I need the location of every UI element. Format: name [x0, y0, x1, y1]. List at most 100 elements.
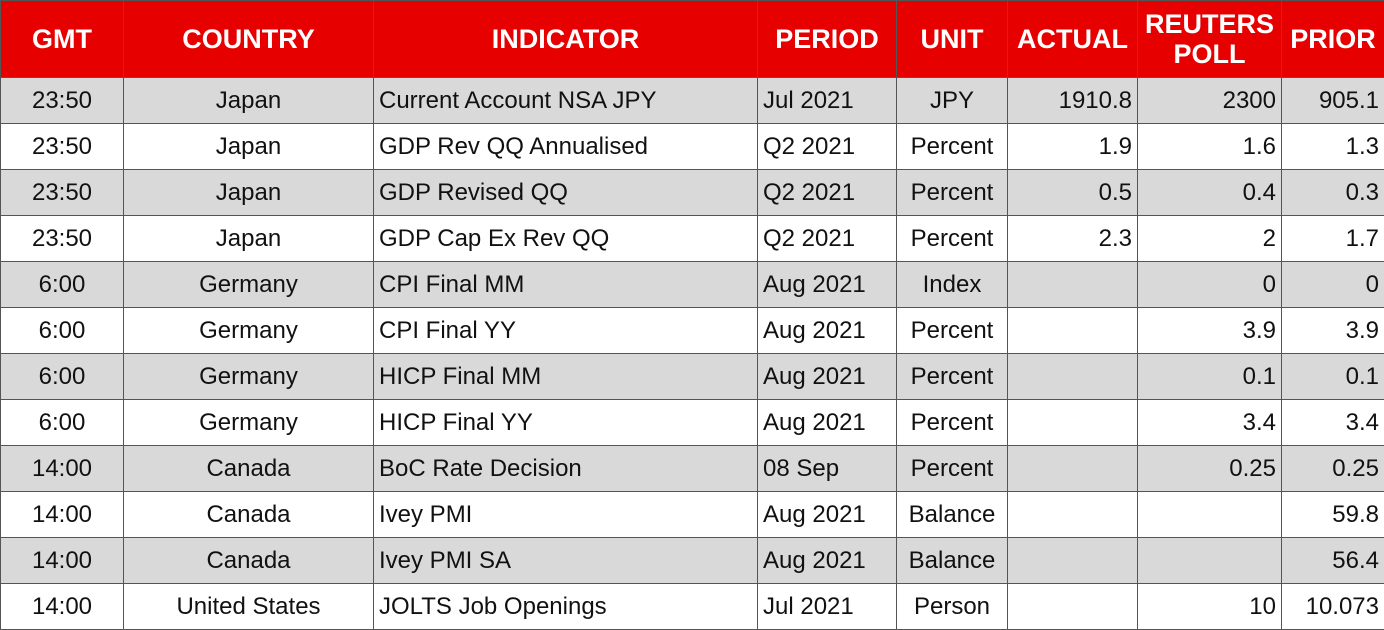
- table-cell: 1.6: [1138, 124, 1282, 170]
- table-cell: Canada: [124, 446, 374, 492]
- table-cell: Percent: [897, 400, 1008, 446]
- table-cell: 0: [1282, 262, 1384, 308]
- table-cell: JPY: [897, 78, 1008, 124]
- table-cell: 10.073: [1282, 584, 1384, 630]
- table-cell: Jul 2021: [758, 584, 897, 630]
- table-cell: GDP Revised QQ: [374, 170, 758, 216]
- table-cell: Japan: [124, 170, 374, 216]
- table-cell: Canada: [124, 492, 374, 538]
- table-cell: Percent: [897, 446, 1008, 492]
- table-cell: Aug 2021: [758, 354, 897, 400]
- column-header: REUTERS POLL: [1138, 1, 1282, 78]
- table-cell: [1008, 538, 1138, 584]
- table-cell: Germany: [124, 308, 374, 354]
- table-cell: Q2 2021: [758, 216, 897, 262]
- column-header: COUNTRY: [124, 1, 374, 78]
- table-cell: HICP Final MM: [374, 354, 758, 400]
- table-cell: [1008, 262, 1138, 308]
- table-cell: 3.4: [1138, 400, 1282, 446]
- table-cell: 14:00: [1, 492, 124, 538]
- table-cell: Aug 2021: [758, 262, 897, 308]
- table-cell: 3.4: [1282, 400, 1384, 446]
- table-cell: 905.1: [1282, 78, 1384, 124]
- table-cell: United States: [124, 584, 374, 630]
- column-header: PRIOR: [1282, 1, 1384, 78]
- table-cell: 08 Sep: [758, 446, 897, 492]
- table-cell: 0.4: [1138, 170, 1282, 216]
- table-cell: 0.5: [1008, 170, 1138, 216]
- column-header: UNIT: [897, 1, 1008, 78]
- table-cell: Balance: [897, 538, 1008, 584]
- table-cell: Person: [897, 584, 1008, 630]
- table-cell: 6:00: [1, 400, 124, 446]
- table-cell: Q2 2021: [758, 170, 897, 216]
- table-cell: 10: [1138, 584, 1282, 630]
- table-cell: [1008, 354, 1138, 400]
- table-cell: HICP Final YY: [374, 400, 758, 446]
- table-cell: 1.3: [1282, 124, 1384, 170]
- table-cell: 1910.8: [1008, 78, 1138, 124]
- table-cell: Aug 2021: [758, 492, 897, 538]
- table-cell: 23:50: [1, 78, 124, 124]
- table-cell: BoC Rate Decision: [374, 446, 758, 492]
- table-cell: 23:50: [1, 216, 124, 262]
- table-cell: [1138, 538, 1282, 584]
- table-cell: Aug 2021: [758, 400, 897, 446]
- table-cell: 56.4: [1282, 538, 1384, 584]
- table-cell: 14:00: [1, 584, 124, 630]
- table-cell: GDP Cap Ex Rev QQ: [374, 216, 758, 262]
- table-cell: Current Account NSA JPY: [374, 78, 758, 124]
- table-cell: Percent: [897, 170, 1008, 216]
- table-cell: JOLTS Job Openings: [374, 584, 758, 630]
- table-cell: 14:00: [1, 538, 124, 584]
- table-cell: CPI Final MM: [374, 262, 758, 308]
- table-cell: 0: [1138, 262, 1282, 308]
- table-cell: 2: [1138, 216, 1282, 262]
- table-cell: 14:00: [1, 446, 124, 492]
- column-header: ACTUAL: [1008, 1, 1138, 78]
- table-cell: 0.25: [1138, 446, 1282, 492]
- table-cell: Japan: [124, 78, 374, 124]
- table-cell: 6:00: [1, 262, 124, 308]
- table-cell: 23:50: [1, 124, 124, 170]
- table-cell: GDP Rev QQ Annualised: [374, 124, 758, 170]
- table-cell: Jul 2021: [758, 78, 897, 124]
- column-header: GMT: [1, 1, 124, 78]
- table-cell: 0.1: [1282, 354, 1384, 400]
- table-cell: Japan: [124, 216, 374, 262]
- table-cell: Ivey PMI SA: [374, 538, 758, 584]
- table-cell: 1.9: [1008, 124, 1138, 170]
- table-cell: [1008, 446, 1138, 492]
- table-cell: 0.1: [1138, 354, 1282, 400]
- table-cell: 23:50: [1, 170, 124, 216]
- table-cell: [1138, 492, 1282, 538]
- table-cell: [1008, 492, 1138, 538]
- table-cell: Percent: [897, 124, 1008, 170]
- table-cell: Aug 2021: [758, 308, 897, 354]
- table-cell: Percent: [897, 354, 1008, 400]
- table-cell: Japan: [124, 124, 374, 170]
- table-cell: [1008, 400, 1138, 446]
- table-cell: 2.3: [1008, 216, 1138, 262]
- table-cell: 3.9: [1282, 308, 1384, 354]
- table-cell: 59.8: [1282, 492, 1384, 538]
- table-cell: CPI Final YY: [374, 308, 758, 354]
- table-cell: 6:00: [1, 308, 124, 354]
- column-header: PERIOD: [758, 1, 897, 78]
- table-cell: 2300: [1138, 78, 1282, 124]
- table-cell: 3.9: [1138, 308, 1282, 354]
- table-cell: [1008, 584, 1138, 630]
- table-cell: 1.7: [1282, 216, 1384, 262]
